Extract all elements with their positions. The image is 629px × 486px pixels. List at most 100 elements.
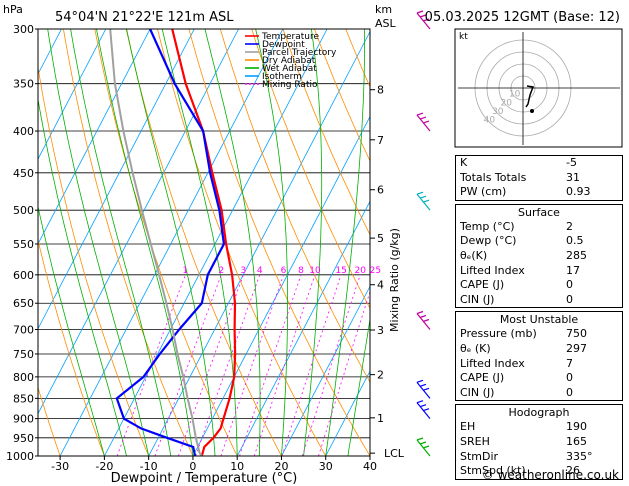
surface-label: Dewp (°C) <box>460 234 517 248</box>
indices-label: K <box>460 156 468 169</box>
km-tick-label: 3 <box>377 324 384 337</box>
isotherm <box>38 29 195 330</box>
most-unstable-value: 0 <box>566 371 573 385</box>
indices-row: K -5 <box>456 156 622 171</box>
surface-value: 0.5 <box>566 234 584 248</box>
indices-value: 0.93 <box>566 185 591 199</box>
wind-barb-flag <box>416 379 424 383</box>
lcl-label: LCL <box>384 447 405 460</box>
series-temperature <box>171 29 237 456</box>
hodograph-stat-value: 335° <box>566 449 593 463</box>
surface-block: Surface Temp (°C) 2 Dewp (°C) 0.5 θₑ(K) 285 Li… <box>455 203 623 309</box>
mixing-ratio-label: 3 <box>241 266 247 276</box>
most-unstable-block: Most Unstable Pressure (mb) 750 θₑ (K) 297 L… <box>455 311 623 402</box>
wind-barb <box>416 437 431 457</box>
legend-label: Dewpoint <box>262 40 305 50</box>
background-lines <box>38 29 370 456</box>
wind-barb <box>416 191 431 211</box>
pressure-tick-label: 350 <box>13 78 34 91</box>
wind-barb-flag <box>422 387 430 391</box>
mixing-ratio-line <box>154 274 222 456</box>
wet-adiabat <box>47 29 150 456</box>
hodograph-stat-value: 165 <box>566 434 587 448</box>
indices-value: 31 <box>566 170 580 184</box>
most-unstable-label: θₑ (K) <box>460 341 491 355</box>
mixing-ratio-label: 2 <box>218 266 224 276</box>
wet-adiabat <box>96 29 194 456</box>
most-unstable-value: 0 <box>566 385 573 399</box>
wet-adiabat <box>303 29 323 456</box>
km-tick-label: 5 <box>377 232 384 245</box>
km-tick-label: 1 <box>377 412 384 425</box>
hodograph-stat-row: StmSpd (kt) 26 <box>456 464 622 479</box>
wind-barb-flag <box>419 14 427 18</box>
isotherm <box>325 370 370 456</box>
isotherm <box>236 200 370 456</box>
mixing-ratio-line <box>239 274 302 456</box>
temperature-tick-label: -10 <box>140 460 158 473</box>
wind-barb-flag <box>422 318 430 323</box>
datetime-title: 05.03.2025 12GMT (Base: 12) <box>425 10 620 25</box>
hodograph-stat-label: StmSpd (kt) <box>460 464 526 478</box>
wind-barb-flag <box>416 437 424 441</box>
isotherm <box>38 29 239 415</box>
isotherm <box>192 115 370 456</box>
wind-barb-flag <box>416 10 424 14</box>
pressure-tick-label: 300 <box>13 23 34 36</box>
legend-label: Dry Adiabat <box>262 56 316 66</box>
dry-adiabat <box>38 385 61 456</box>
indices-value: -5 <box>566 156 577 169</box>
mixing-ratio-label: 15 <box>335 266 346 276</box>
surface-row: θₑ(K) 285 <box>456 249 622 264</box>
mixing-ratio-label: 4 <box>257 266 263 276</box>
dry-adiabat <box>219 29 370 383</box>
temperature-tick-label: 20 <box>274 460 288 473</box>
legend-label: Isotherm <box>262 72 302 82</box>
dry-adiabat <box>94 29 238 456</box>
wind-barb-flag <box>422 408 430 412</box>
isotherm <box>281 285 370 456</box>
surface-label: θₑ(K) <box>460 248 488 262</box>
surface-value: 17 <box>566 263 580 277</box>
most-unstable-row: Lifted Index 7 <box>456 357 622 372</box>
indices-label: Totals Totals <box>460 170 527 184</box>
hodograph-storm-motion <box>530 109 534 113</box>
hodograph-stat-label: SREH <box>460 434 490 448</box>
mixing-ratio-line <box>220 274 284 456</box>
legend-label: Temperature <box>261 32 319 42</box>
surface-value: 2 <box>566 219 573 233</box>
mixing-ratio-line <box>253 274 316 456</box>
hodograph-ring-label: 30 <box>492 107 504 117</box>
surface-value: 0 <box>566 292 573 306</box>
surface-value: 0 <box>566 278 573 292</box>
surface-row: Lifted Index 17 <box>456 264 622 279</box>
hodograph-stat-row: SREH 165 <box>456 435 622 450</box>
surface-row: Temp (°C) 2 <box>456 220 622 235</box>
wind-barb-flag <box>422 199 430 203</box>
wind-barb-flag <box>416 191 424 195</box>
mixing-ratio-line <box>195 274 261 456</box>
mixing-ratio-line <box>302 274 361 456</box>
surface-row: Dewp (°C) 0.5 <box>456 234 622 249</box>
wet-adiabat <box>347 316 370 456</box>
hpa-label: hPa <box>3 3 23 16</box>
isotherm <box>59 29 284 456</box>
hodograph-ring-label: 20 <box>500 98 512 108</box>
wind-barb <box>416 400 431 420</box>
pressure-tick-label: 400 <box>13 125 34 138</box>
surface-label: Lifted Index <box>460 263 525 277</box>
dry-adiabat <box>63 29 194 456</box>
dry-adiabat <box>282 29 370 236</box>
pressure-tick-label: 850 <box>13 392 34 405</box>
surface-value: 285 <box>566 248 587 262</box>
indices-row: PW (cm) 0.93 <box>456 185 622 200</box>
hodograph-stat-value: 190 <box>566 420 587 434</box>
isotherm <box>38 29 107 160</box>
hodograph-stat-label: StmDir <box>460 449 499 463</box>
wind-barb-flag <box>422 120 430 124</box>
footer-credit[interactable]: © weatheronline.co.uk <box>481 468 619 482</box>
wind-barb-flag <box>419 314 427 319</box>
wind-barb <box>416 310 431 330</box>
most-unstable-value: 297 <box>566 341 587 355</box>
most-unstable-row: CAPE (J) 0 <box>456 371 622 386</box>
